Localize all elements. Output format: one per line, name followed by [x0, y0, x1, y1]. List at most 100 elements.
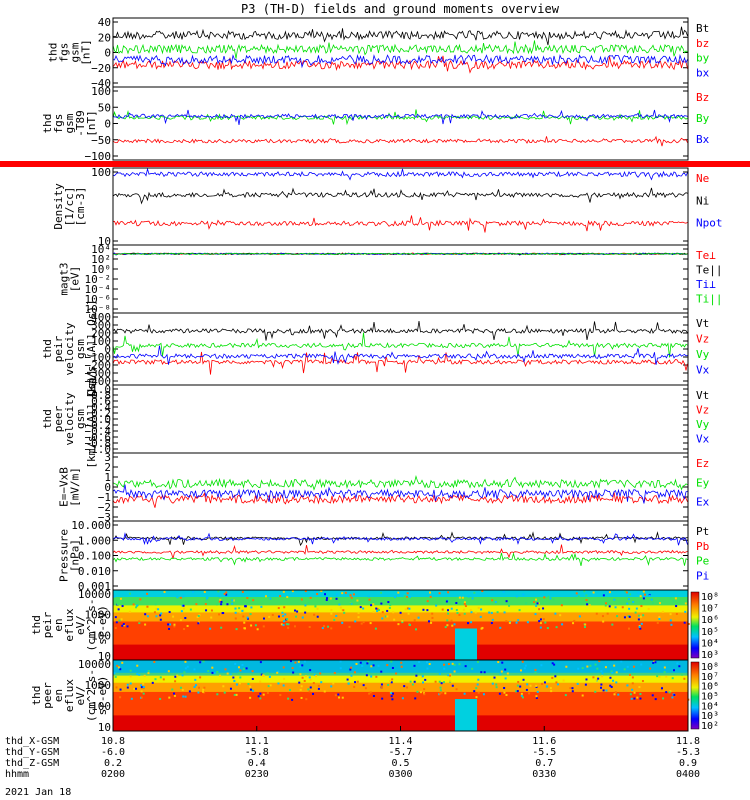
heatmap-cell — [225, 593, 228, 596]
heatmap-cell — [501, 661, 504, 664]
heatmap-cell — [262, 625, 265, 628]
heatmap-cell — [239, 611, 242, 614]
colorbar-tick: 10⁶ — [701, 682, 719, 693]
heatmap-cell — [173, 692, 176, 695]
heatmap-cell — [544, 621, 547, 624]
xtick-label: -5.7 — [388, 747, 412, 758]
legend-entry: by — [696, 52, 710, 65]
heatmap-cell — [455, 602, 458, 605]
series-line-Vz — [112, 351, 688, 375]
heatmap-cell — [136, 604, 139, 607]
heatmap-cell — [280, 623, 283, 626]
heatmap-cell — [427, 620, 430, 623]
panel-frame — [112, 244, 689, 314]
xtick-label: 0.9 — [679, 758, 697, 769]
heatmap-cell — [372, 694, 375, 697]
heatmap-cell — [159, 697, 162, 700]
heatmap-cell — [392, 611, 395, 614]
heatmap-cell — [159, 676, 162, 679]
heatmap-cell — [283, 677, 286, 680]
heatmap-cell — [184, 695, 187, 698]
heatmap-cell — [604, 604, 607, 607]
heatmap-cell — [477, 606, 480, 609]
heatmap-cell — [183, 671, 186, 674]
heatmap-cell — [455, 608, 458, 611]
heatmap-cell — [119, 597, 122, 600]
panel-frame — [112, 452, 689, 522]
heatmap-cell — [338, 696, 341, 699]
heatmap-cell — [606, 590, 609, 593]
heatmap-cell — [260, 605, 263, 608]
heatmap-cell — [519, 685, 522, 688]
heatmap-cell — [259, 661, 262, 664]
heatmap-cell — [172, 615, 175, 618]
heatmap-cell — [450, 619, 453, 622]
heatmap-cell — [438, 592, 441, 595]
heatmap-cell — [647, 607, 650, 610]
heatmap-cell — [242, 615, 245, 618]
heatmap-cell — [416, 690, 419, 693]
heatmap-cell — [439, 686, 442, 689]
heatmap-cell — [490, 622, 493, 625]
heatmap-cell — [372, 664, 375, 667]
heatmap-cell — [179, 686, 182, 689]
heatmap-cell — [409, 680, 412, 683]
heatmap-cell — [423, 693, 426, 696]
heatmap-cell — [417, 616, 420, 619]
legend-entry: Vz — [696, 404, 709, 417]
heatmap-cell — [504, 668, 507, 671]
panel-frame — [112, 86, 689, 161]
heatmap-cell — [319, 672, 322, 675]
heatmap-cell — [676, 662, 679, 665]
heatmap-cell — [463, 612, 466, 615]
heatmap-cell — [631, 676, 634, 679]
heatmap-cell — [520, 669, 523, 672]
heatmap-cell — [366, 662, 369, 665]
heatmap-cell — [282, 615, 285, 618]
heatmap-cell — [279, 694, 282, 697]
series-line-bz — [112, 55, 688, 74]
ylabel: Pressure[nPa] — [58, 529, 82, 582]
heatmap-cell — [159, 614, 162, 617]
heatmap-cell — [458, 613, 461, 616]
heatmap-cell — [357, 611, 360, 614]
heatmap-cell — [683, 677, 686, 680]
heatmap-cell — [476, 660, 479, 663]
heatmap-cell — [609, 676, 612, 679]
colorbar-tick: 10⁸ — [701, 662, 719, 673]
heatmap-cell — [490, 611, 493, 614]
heatmap-cell — [299, 665, 302, 668]
heatmap-cell — [389, 604, 392, 607]
heatmap-cell — [444, 626, 447, 629]
heatmap-cell — [380, 683, 383, 686]
heatmap-cell — [584, 623, 587, 626]
xtick-label: 11.6 — [532, 736, 556, 747]
heatmap-cell — [391, 692, 394, 695]
heatmap-cell — [594, 690, 597, 693]
heatmap-cell — [539, 618, 542, 621]
heatmap-cell — [350, 666, 353, 669]
panel-10: 10000 1000 100 10thdpeerenefluxeV/(cm^2-s-s… — [30, 658, 719, 734]
heatmap-cell — [601, 615, 604, 618]
heatmap-cell — [561, 623, 564, 626]
heatmap-cell — [315, 675, 318, 678]
heatmap-cell — [203, 686, 206, 689]
heatmap-cell — [320, 681, 323, 684]
heatmap-cell — [422, 608, 425, 611]
heatmap-cell — [429, 595, 432, 598]
heatmap-cell — [665, 691, 668, 694]
heatmap-cell — [368, 692, 371, 695]
heatmap-cell — [222, 685, 225, 688]
heatmap-cell — [669, 613, 672, 616]
heatmap-cell — [386, 615, 389, 618]
heatmap-cell — [606, 612, 609, 615]
heatmap-cell — [359, 606, 362, 609]
heatmap-cell — [224, 668, 227, 671]
ytick-label: 0.001 — [78, 580, 111, 593]
heatmap-cell — [277, 607, 280, 610]
heatmap-cell — [673, 693, 676, 696]
heatmap-cell — [193, 685, 196, 688]
heatmap-cell — [391, 678, 394, 681]
heatmap-cell — [308, 676, 311, 679]
